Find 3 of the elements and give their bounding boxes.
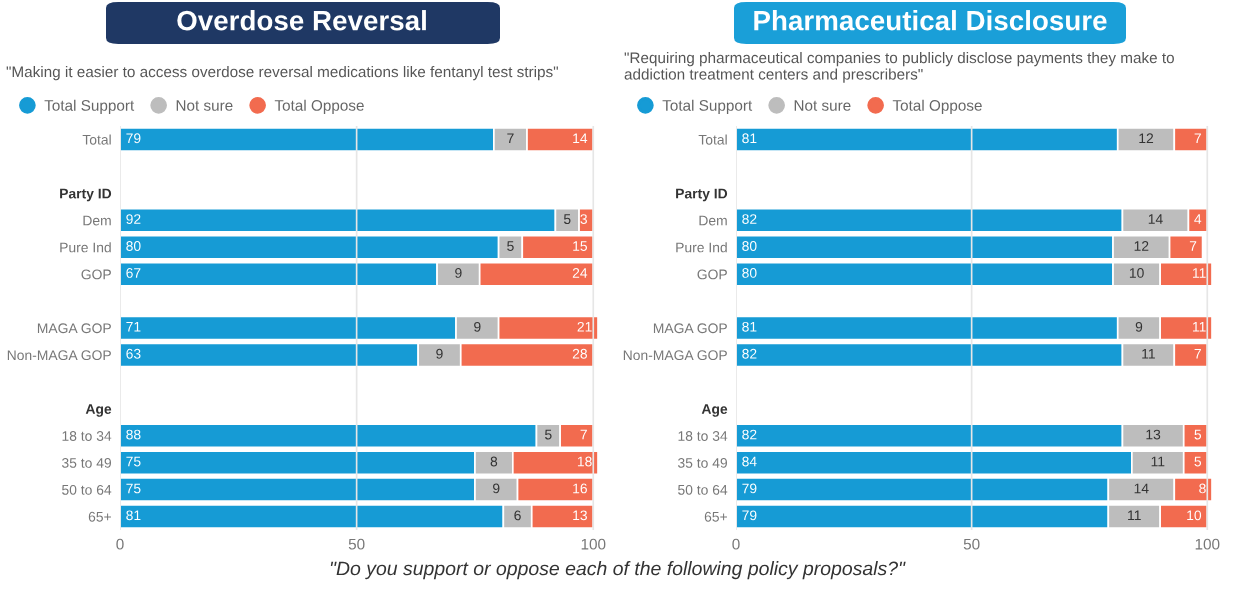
chart-title: Pharmaceutical Disclosure (754, 10, 1107, 31)
chart-title: Overdose Reversal (177, 10, 426, 31)
text: "Do you support or oppose each of the following policy proposals?" (330, 561, 906, 580)
